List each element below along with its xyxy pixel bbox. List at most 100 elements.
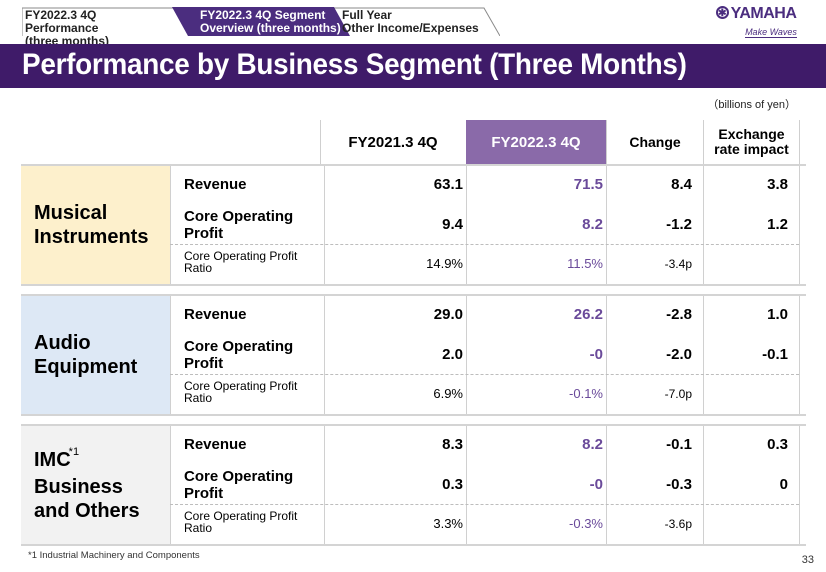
- revenue-prev: 29.0: [433, 306, 463, 323]
- col-header-prev: FY2021.3 4Q: [320, 120, 465, 164]
- row-label-line: Ratio: [184, 521, 213, 535]
- cop-prev: 0.3: [442, 476, 463, 493]
- yamaha-logo: YAMAHA Make Waves: [708, 5, 804, 38]
- row-label-core-operating-profit: Core Operating Profit: [184, 468, 293, 502]
- cop-prev: 2.0: [442, 346, 463, 363]
- ratio-change: -7.0p: [664, 387, 692, 401]
- divider: [324, 166, 325, 284]
- revenue-change: -0.1: [666, 436, 692, 453]
- divider: [703, 166, 704, 284]
- cop-fx: -0.1: [762, 346, 788, 363]
- row-label-line: Core Operating Profit: [184, 379, 298, 393]
- divider: [703, 296, 704, 414]
- divider: [466, 426, 467, 544]
- segment-name-part: Business: [34, 475, 123, 498]
- divider: [799, 296, 800, 414]
- revenue-curr: 71.5: [573, 176, 603, 193]
- col-header-fx: Exchange rate impact: [703, 120, 800, 164]
- cop-prev: 9.4: [442, 216, 463, 233]
- cop-change: -1.2: [666, 216, 692, 233]
- ratio-curr: 11.5%: [567, 256, 603, 271]
- tab-label: Full Year: [342, 8, 392, 22]
- row-label-line: Core Operating Profit: [184, 249, 298, 263]
- row-label-line: Core Operating: [184, 208, 294, 225]
- segment-block-musical-instruments: Musical Instruments Revenue Core Operating P…: [21, 164, 806, 286]
- revenue-prev: 8.3: [442, 436, 463, 453]
- divider: [703, 426, 704, 544]
- row-label-revenue: Revenue: [184, 436, 247, 453]
- divider: [466, 166, 467, 284]
- ratio-curr: -0.3%: [569, 516, 603, 531]
- row-label-line: Ratio: [184, 261, 213, 275]
- ratio-prev: 6.9%: [433, 386, 463, 401]
- tab-label: Other Income/Expenses: [342, 21, 479, 35]
- active-tab-background: [172, 7, 350, 36]
- segment-name: IMC*1 Business and Others: [21, 426, 170, 544]
- ratio-change: -3.6p: [664, 517, 692, 531]
- cop-change: -0.3: [666, 476, 692, 493]
- revenue-fx: 3.8: [767, 176, 788, 193]
- tab-label: FY2022.3 4Q Performance: [25, 8, 99, 35]
- logo-name: YAMAHA: [730, 5, 797, 22]
- cop-curr: -0: [589, 476, 603, 493]
- segment-name-line: Equipment: [34, 356, 138, 378]
- tuning-fork-emblem-icon: [715, 5, 729, 22]
- segment-block-imc-business: IMC*1 Business and Others Revenue Core Oper…: [21, 424, 806, 546]
- row-label-revenue: Revenue: [184, 306, 247, 323]
- page-number: 33: [801, 554, 814, 566]
- logo-tagline: Make Waves: [745, 27, 797, 38]
- divider: [324, 426, 325, 544]
- row-label-ratio: Core Operating Profit Ratio: [184, 510, 297, 534]
- tab-fy2022-4q-performance[interactable]: FY2022.3 4Q Performance (three months): [22, 7, 172, 48]
- revenue-curr: 8.2: [582, 436, 603, 453]
- tab-label: FY2022.3 4Q Segment: [200, 8, 326, 22]
- row-label-line: Profit: [184, 225, 224, 242]
- row-label-core-operating-profit: Core Operating Profit: [184, 338, 293, 372]
- revenue-fx: 0.3: [767, 436, 788, 453]
- col-header-fx-line: rate impact: [714, 141, 789, 157]
- divider: [606, 296, 607, 414]
- dashed-separator: [170, 244, 799, 245]
- divider: [324, 296, 325, 414]
- segment-name-line: and Others: [34, 499, 140, 522]
- page-title: Performance by Business Segment (Three M…: [22, 48, 687, 81]
- revenue-prev: 63.1: [433, 176, 463, 193]
- ratio-curr: -0.1%: [569, 386, 603, 401]
- row-label-core-operating-profit: Core Operating Profit: [184, 208, 293, 242]
- row-label-ratio: Core Operating Profit Ratio: [184, 250, 297, 274]
- col-header-fx-line: Exchange: [718, 126, 785, 142]
- row-label-line: Ratio: [184, 391, 213, 405]
- unit-label: （billions of yen）: [707, 99, 796, 111]
- divider: [466, 296, 467, 414]
- cop-curr: -0: [589, 346, 603, 363]
- divider: [170, 166, 171, 284]
- cop-change: -2.0: [666, 346, 692, 363]
- segment-name: Musical Instruments: [21, 166, 170, 284]
- divider: [606, 166, 607, 284]
- divider: [170, 296, 171, 414]
- segment-name: Audio Equipment: [21, 296, 170, 414]
- title-bar: Performance by Business Segment (Three M…: [0, 44, 826, 88]
- segment-block-audio-equipment: Audio Equipment Revenue Core Operating Profi…: [21, 294, 806, 416]
- row-label-ratio: Core Operating Profit Ratio: [184, 380, 297, 404]
- segment-name-line: Instruments: [34, 226, 149, 248]
- tab-label: Overview (three months): [200, 21, 341, 35]
- divider: [799, 166, 800, 284]
- ratio-prev: 14.9%: [426, 256, 463, 271]
- segment-name-part: IMC: [34, 448, 71, 471]
- tab-fy2022-4q-segment-overview[interactable]: FY2022.3 4Q Segment Overview (three mont…: [172, 7, 350, 36]
- divider: [606, 426, 607, 544]
- dashed-separator: [170, 504, 799, 505]
- row-label-line: Core Operating Profit: [184, 509, 298, 523]
- revenue-curr: 26.2: [573, 306, 603, 323]
- section-nav: FY2022.3 4Q Performance (three months) F…: [22, 7, 502, 48]
- revenue-change: 8.4: [671, 176, 692, 193]
- tab-full-year-other-income[interactable]: Full Year Other Income/Expenses: [342, 7, 502, 36]
- footnote: *1 Industrial Machinery and Components: [28, 550, 200, 561]
- col-header-curr: FY2022.3 4Q: [466, 120, 606, 164]
- divider: [170, 426, 171, 544]
- dashed-separator: [170, 374, 799, 375]
- revenue-change: -2.8: [666, 306, 692, 323]
- col-header-change: Change: [606, 120, 703, 164]
- row-label-line: Core Operating: [184, 338, 294, 355]
